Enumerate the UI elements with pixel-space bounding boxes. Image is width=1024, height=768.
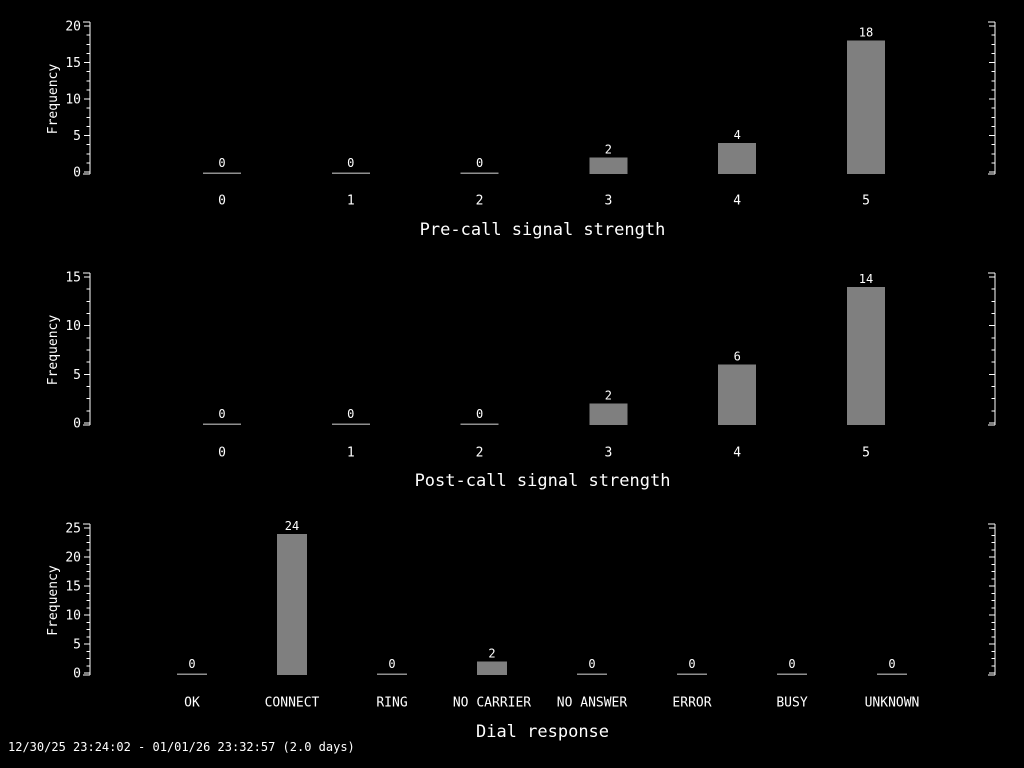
bar-value-label: 0	[688, 657, 695, 671]
bar-value-label: 0	[388, 657, 395, 671]
bar-value-label: 0	[188, 657, 195, 671]
bar-value-label: 0	[476, 407, 483, 421]
y-tick-label: 0	[73, 667, 81, 682]
chart-title: Dial response	[476, 722, 609, 742]
y-axis-left	[83, 523, 91, 676]
category-label: UNKNOWN	[865, 696, 920, 711]
y-tick-label: 15	[65, 271, 81, 286]
bar-value-label: 2	[488, 646, 495, 660]
bar-value-label: 0	[788, 657, 795, 671]
category-label: OK	[184, 696, 200, 711]
y-tick-label: 5	[73, 638, 81, 653]
bar	[718, 364, 757, 425]
bar-value-label: 6	[734, 350, 741, 364]
y-axis-left	[83, 21, 91, 175]
zero-bar	[377, 673, 407, 675]
bar-value-label: 0	[218, 407, 225, 421]
bar-value-label: 0	[347, 407, 354, 421]
zero-bar	[577, 673, 607, 675]
y-tick-label: 15	[65, 580, 81, 595]
zero-bar	[777, 673, 807, 675]
chart-title: Post-call signal strength	[415, 471, 671, 491]
bar	[847, 286, 885, 425]
y-tick-label: 20	[65, 20, 81, 35]
y-tick-label: 25	[65, 522, 81, 537]
bar	[277, 533, 307, 675]
bar-value-label: 0	[588, 657, 595, 671]
zero-bar	[203, 423, 241, 425]
category-label: 3	[604, 446, 612, 461]
category-label: 3	[604, 194, 612, 209]
y-tick-label: 5	[73, 129, 81, 144]
y-axis-title: Frequency	[46, 315, 61, 386]
category-label: 5	[862, 446, 870, 461]
y-tick-label: 5	[73, 368, 81, 383]
category-label: 0	[218, 194, 226, 209]
zero-bar	[331, 172, 370, 174]
y-tick-label: 0	[73, 166, 81, 181]
zero-bar	[460, 172, 499, 174]
category-label: CONNECT	[265, 696, 320, 711]
bar-value-label: 0	[347, 156, 354, 170]
y-axis-right	[988, 523, 996, 676]
category-label: NO ANSWER	[557, 696, 628, 711]
y-tick-label: 10	[65, 93, 81, 108]
y-tick-label: 20	[65, 551, 81, 566]
zero-bar	[460, 423, 499, 425]
bar-value-label: 0	[888, 657, 895, 671]
y-axis-left	[83, 272, 91, 426]
category-label: 1	[347, 194, 355, 209]
bar	[718, 142, 757, 174]
category-label: 5	[862, 194, 870, 209]
bar-value-label: 0	[476, 156, 483, 170]
time-range-label: 12/30/25 23:24:02 - 01/01/26 23:32:57 (2…	[8, 740, 355, 754]
y-axis-title: Frequency	[46, 64, 61, 135]
chart-title: Pre-call signal strength	[420, 220, 666, 240]
y-tick-label: 15	[65, 56, 81, 71]
category-label: 0	[218, 446, 226, 461]
y-tick-label: 0	[73, 417, 81, 432]
bar-value-label: 2	[605, 142, 612, 156]
zero-bar	[331, 423, 370, 425]
y-axis-right	[988, 21, 996, 175]
bar-value-label: 18	[859, 26, 873, 40]
bar-value-label: 14	[859, 272, 873, 286]
category-label: ERROR	[672, 696, 711, 711]
bar-value-label: 4	[734, 128, 741, 142]
bar-value-label: 2	[605, 389, 612, 403]
category-label: BUSY	[776, 696, 807, 711]
category-label: NO CARRIER	[453, 696, 531, 711]
bar	[477, 661, 507, 675]
category-label: 4	[733, 194, 741, 209]
category-label: 4	[733, 446, 741, 461]
zero-bar	[877, 673, 907, 675]
y-tick-label: 10	[65, 609, 81, 624]
y-axis-right	[988, 272, 996, 426]
category-label: 2	[476, 194, 484, 209]
bar	[589, 157, 628, 174]
category-label: RING	[376, 696, 407, 711]
category-label: 1	[347, 446, 355, 461]
zero-bar	[177, 673, 207, 675]
bar	[847, 40, 885, 174]
chart-dial-response: 0 5 10 15 20 25 Frequency 0 OK 24 CONNECT 0 RING 2 NO …	[46, 519, 996, 742]
category-label: 2	[476, 446, 484, 461]
y-tick-label: 10	[65, 319, 81, 334]
zero-bar	[677, 673, 707, 675]
bar	[589, 403, 628, 425]
zero-bar	[203, 172, 241, 174]
y-axis-title: Frequency	[46, 565, 61, 636]
bar-value-label: 24	[285, 519, 299, 533]
bar-value-label: 0	[218, 156, 225, 170]
